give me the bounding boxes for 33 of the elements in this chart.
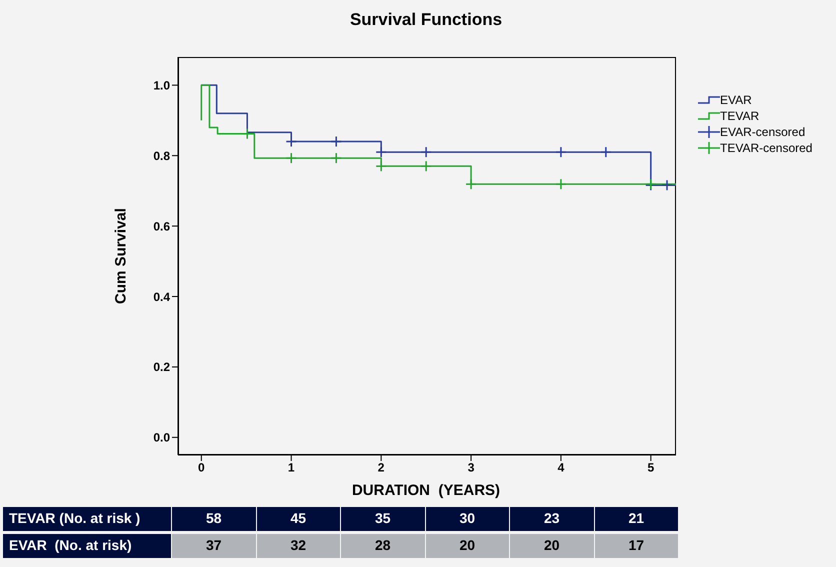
x-axis-title: DURATION (YEARS)	[350, 482, 502, 499]
y-tick-label: 0.4	[153, 290, 170, 304]
text: 20	[510, 534, 594, 558]
x-tick-label: 1	[288, 460, 295, 475]
text: 20	[426, 534, 509, 558]
x-tick-label: 3	[468, 460, 475, 475]
x-tick-label: 0	[198, 460, 206, 475]
x-tick-label: 4	[558, 460, 565, 475]
text: 35	[341, 507, 424, 531]
legend-label: EVAR-censored	[720, 125, 806, 139]
x-tick-label: 5	[647, 460, 654, 475]
text: EVAR (No. at risk)	[3, 534, 171, 558]
legend-label: EVAR	[720, 93, 752, 107]
y-tick-label: 0.2	[153, 360, 170, 374]
y-tick-label: 0.0	[153, 430, 170, 445]
chart-title: Survival Functions	[348, 10, 504, 30]
text: TEVAR (No. at risk )	[3, 507, 171, 531]
text: 32	[256, 534, 340, 558]
text: 17	[594, 534, 678, 558]
y-axis-title: Cum Survival	[112, 208, 130, 304]
legend-label: TEVAR	[720, 109, 760, 123]
text: 58	[172, 507, 256, 531]
text: 28	[341, 534, 424, 558]
x-tick-label: 2	[378, 460, 385, 475]
y-tick-label: 1.0	[153, 78, 170, 92]
y-tick-label: 0.8	[153, 148, 170, 163]
text: 23	[510, 507, 594, 531]
y-tick-label: 0.6	[153, 219, 170, 234]
text: 37	[172, 534, 256, 558]
text: 30	[426, 507, 509, 531]
text: 45	[256, 507, 340, 531]
legend-label: TEVAR-censored	[720, 141, 812, 155]
text: 21	[594, 507, 678, 531]
